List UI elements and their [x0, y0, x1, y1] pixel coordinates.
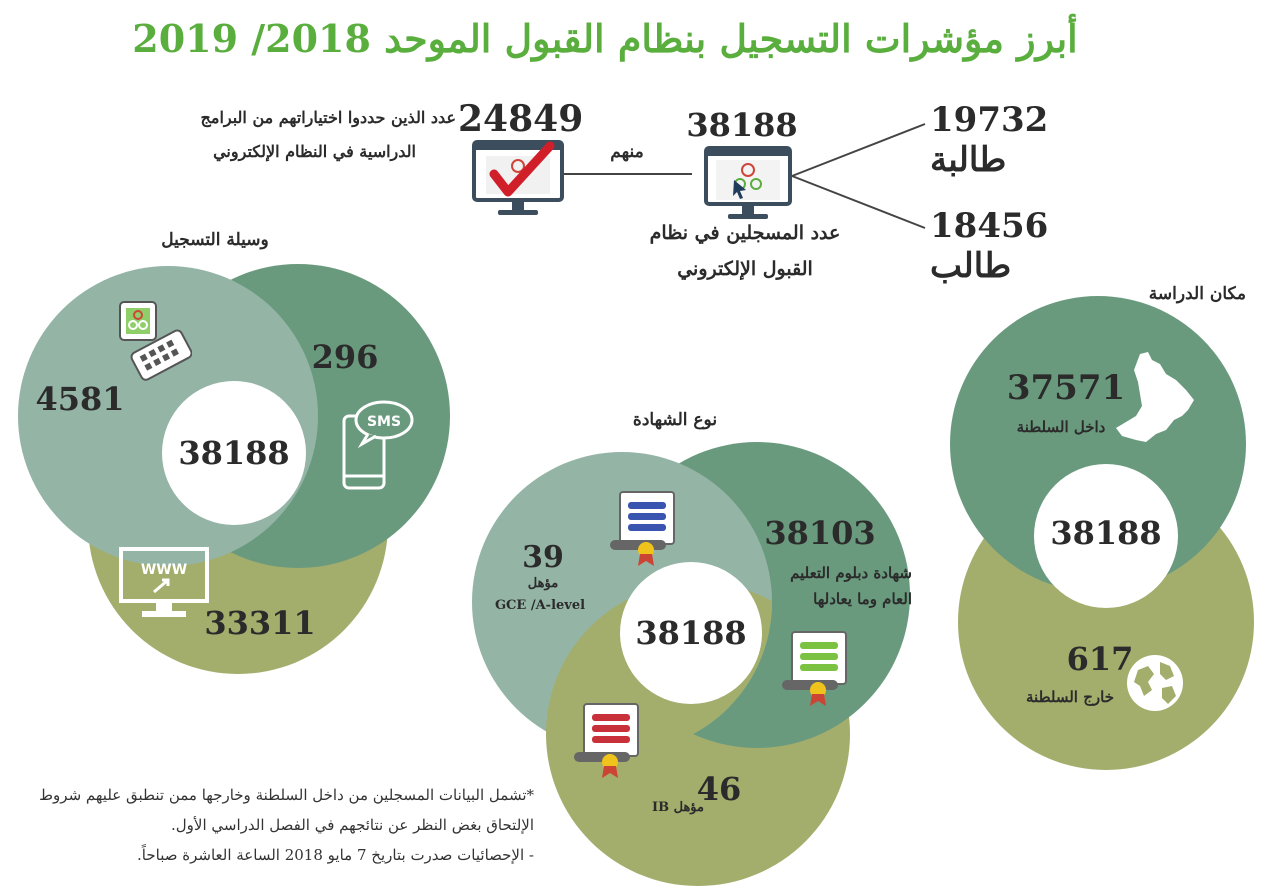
diploma-value: 38103: [764, 514, 876, 552]
certificate-red-icon: [572, 700, 646, 780]
inside-value: 37571: [1006, 368, 1126, 408]
note-line2: الإلتحاق بغض النظر عن نتائجهم في الفصل ا…: [171, 816, 534, 834]
method-total: 38188: [178, 434, 290, 472]
chose-total: 24849: [458, 98, 584, 140]
page-title: أبرز مؤشرات التسجيل بنظام القبول الموحد …: [132, 16, 1078, 61]
gce-value: 39: [522, 540, 564, 575]
males-count: 18456 طالب: [930, 206, 1049, 286]
registration-method-title: وسيلة التسجيل: [161, 230, 269, 250]
diploma-label-line2: العام وما يعادلها: [813, 590, 912, 608]
note-line3: - الإحصائيات صدرت بتاريخ 7 مايو 2018 الس…: [137, 846, 534, 864]
cert-center-circle: [620, 562, 762, 704]
registered-total: 38188: [686, 106, 798, 144]
outside-value: 617: [1066, 640, 1134, 678]
gce-label-line1: مؤهل: [527, 576, 559, 591]
globe-icon: [1124, 652, 1186, 714]
study-place-title: مكان الدراسة: [1148, 284, 1246, 304]
chose-label-line1: عدد الذين حددوا اختياراتهم من البرامج: [200, 108, 456, 127]
chose-label-line2: الدراسية في النظام الإلكتروني: [213, 142, 416, 161]
svg-text:WWW: WWW: [141, 562, 187, 578]
phone-app-icon: [112, 298, 192, 382]
monitor-check-icon: [472, 140, 564, 218]
registered-label-line1: عدد المسجلين في نظام: [649, 222, 841, 244]
ib-label: مؤهل IB: [652, 800, 704, 815]
method-center-circle: [162, 381, 306, 525]
certificate-green-icon: [780, 628, 854, 708]
web-value: 33311: [204, 604, 316, 642]
females-count: 19732 طالبة: [930, 100, 1049, 180]
place-total: 38188: [1050, 514, 1162, 552]
certificate-type-title: نوع الشهادة: [632, 410, 718, 430]
place-center-circle: [1034, 464, 1178, 608]
of-them-label: منهم: [610, 142, 644, 162]
www-icon: WWW: [118, 546, 210, 620]
outside-label: خارج السلطنة: [1026, 688, 1114, 706]
ib-value: 46: [696, 770, 742, 808]
note-line1: *تشمل البيانات المسجلين من داخل السلطنة …: [39, 786, 534, 804]
connector-lines: [562, 123, 926, 229]
certificate-blue-icon: [608, 488, 682, 568]
sms-icon: SMS: [338, 400, 418, 492]
inside-label: داخل السلطنة: [1016, 418, 1106, 436]
cert-total: 38188: [635, 614, 747, 652]
oman-map-icon: [1112, 350, 1198, 446]
sms-value: 296: [311, 338, 379, 376]
monitor-cursor-icon: [704, 146, 792, 222]
registered-label-line2: القبول الإلكتروني: [677, 258, 813, 280]
app-value: 4581: [35, 380, 125, 418]
svg-text:SMS: SMS: [367, 414, 401, 430]
diploma-label-line1: شهادة دبلوم التعليم: [790, 564, 912, 582]
gce-label-line2: GCE /A-level: [494, 598, 586, 613]
